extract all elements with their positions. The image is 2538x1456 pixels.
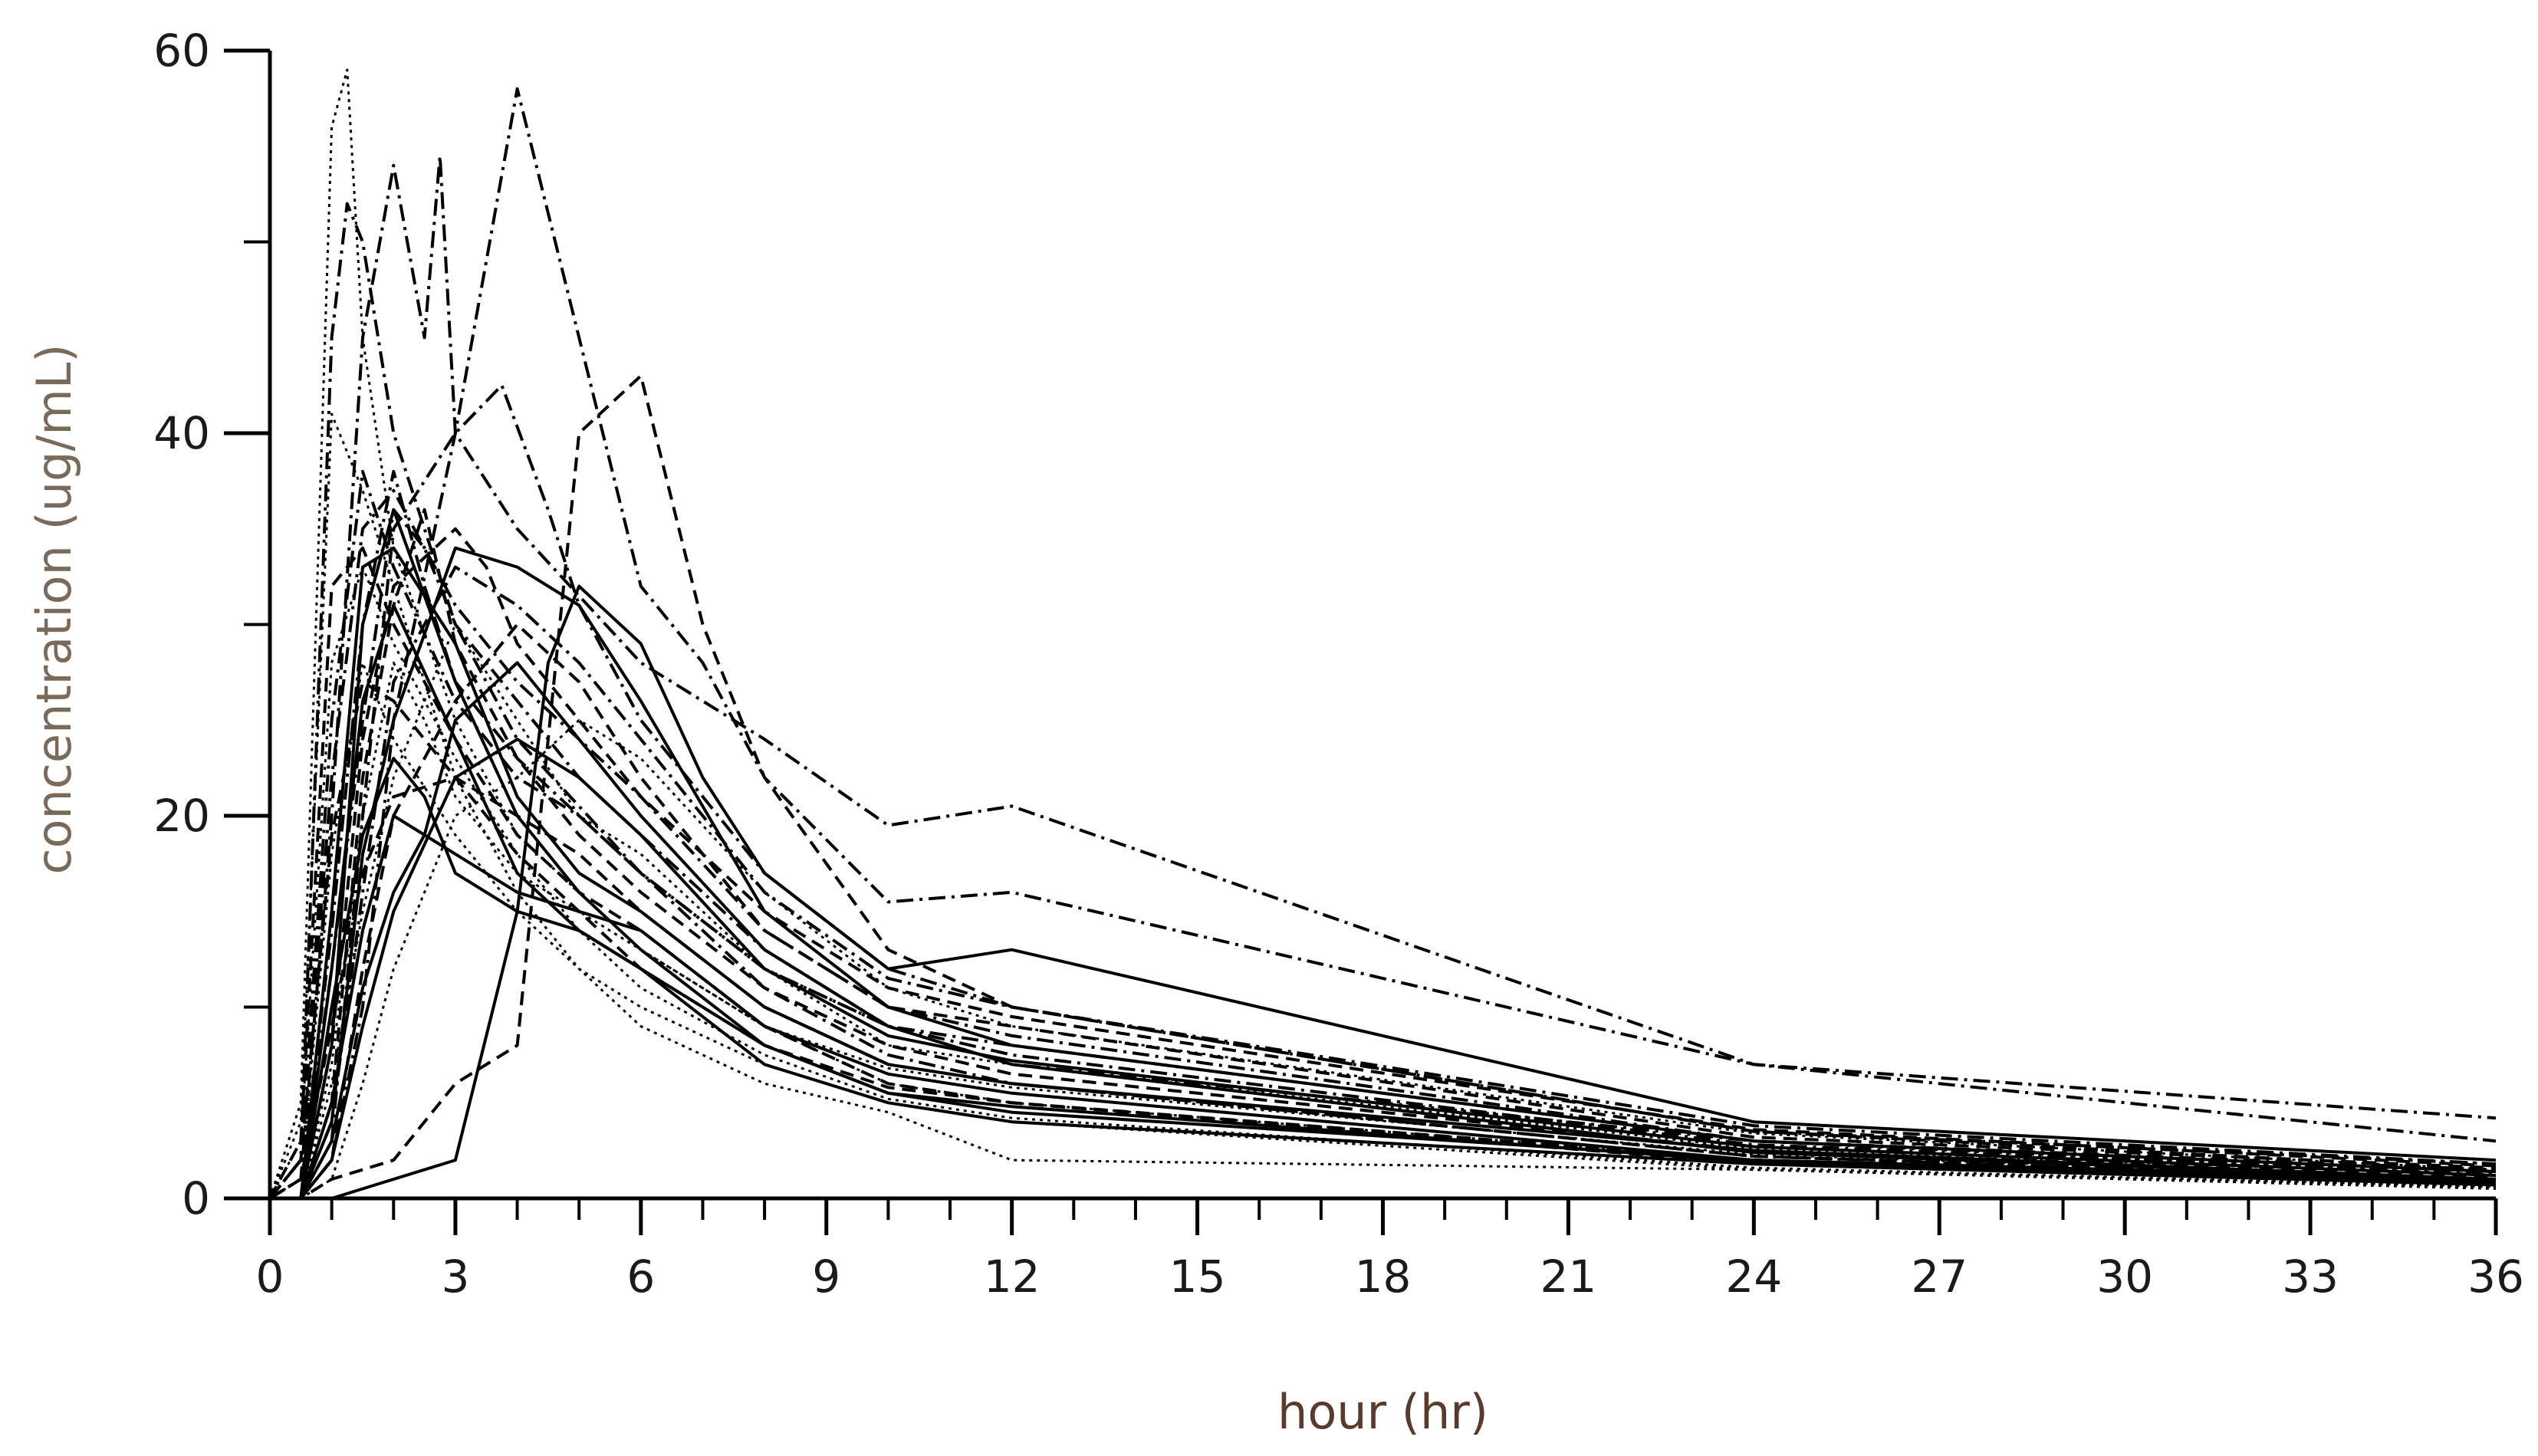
x-tick-label: 12 bbox=[984, 1251, 1041, 1303]
series-line-17 bbox=[268, 469, 2497, 1200]
series-line-4 bbox=[268, 154, 2497, 1200]
series-line-12 bbox=[268, 508, 2497, 1200]
series-line-22 bbox=[270, 527, 2497, 1200]
series-line-18 bbox=[270, 623, 2497, 1200]
series-line-6 bbox=[270, 383, 2497, 1200]
x-tick-label: 30 bbox=[2096, 1251, 2153, 1303]
x-tick-label: 18 bbox=[1355, 1251, 1412, 1303]
y-tick-label: 0 bbox=[182, 1172, 210, 1224]
y-tick-label: 40 bbox=[153, 407, 210, 459]
x-tick-label: 24 bbox=[1725, 1251, 1782, 1303]
x-tick-label: 21 bbox=[1540, 1251, 1597, 1303]
series-line-27 bbox=[268, 566, 2497, 1199]
series-line-31 bbox=[270, 661, 2497, 1200]
series-line-14 bbox=[270, 508, 2497, 1200]
x-tick-label: 9 bbox=[812, 1251, 840, 1303]
series-line-30 bbox=[268, 680, 2497, 1200]
x-tick-label: 3 bbox=[441, 1251, 469, 1303]
series-line-7 bbox=[270, 374, 2497, 1200]
y-tick-label: 60 bbox=[153, 25, 210, 77]
series-line-3 bbox=[268, 68, 2497, 1199]
series-line-2 bbox=[268, 202, 2497, 1200]
y-axis-ticks: 0 20 40 60 bbox=[153, 25, 270, 1224]
series-line-26 bbox=[268, 776, 2497, 1200]
series-line-29 bbox=[270, 565, 2497, 1200]
x-axis-title: hour (hr) bbox=[1277, 1384, 1488, 1440]
series-line-32 bbox=[270, 738, 2497, 1200]
x-tick-label: 6 bbox=[626, 1251, 655, 1303]
x-axis-ticks: 0 3 6 9 12 15 18 21 24 27 30 33 36 bbox=[256, 1198, 2524, 1303]
x-tick-label: 27 bbox=[1911, 1251, 1968, 1303]
series-line-8 bbox=[270, 584, 2497, 1200]
series-line-21 bbox=[268, 469, 2497, 1200]
series-line-1 bbox=[270, 508, 2497, 1200]
series-line-19 bbox=[270, 623, 2497, 1200]
series-line-25 bbox=[268, 488, 2497, 1200]
x-tick-label: 33 bbox=[2282, 1251, 2339, 1303]
x-tick-label: 15 bbox=[1169, 1251, 1226, 1303]
series-line-28 bbox=[270, 814, 2497, 1200]
y-axis-title: concentration (ug/mL) bbox=[26, 344, 82, 875]
y-tick-label: 20 bbox=[153, 790, 210, 842]
series-lines bbox=[268, 68, 2497, 1200]
series-line-23 bbox=[270, 718, 2497, 1200]
x-tick-label: 0 bbox=[256, 1251, 284, 1303]
x-tick-label: 36 bbox=[2467, 1251, 2524, 1303]
